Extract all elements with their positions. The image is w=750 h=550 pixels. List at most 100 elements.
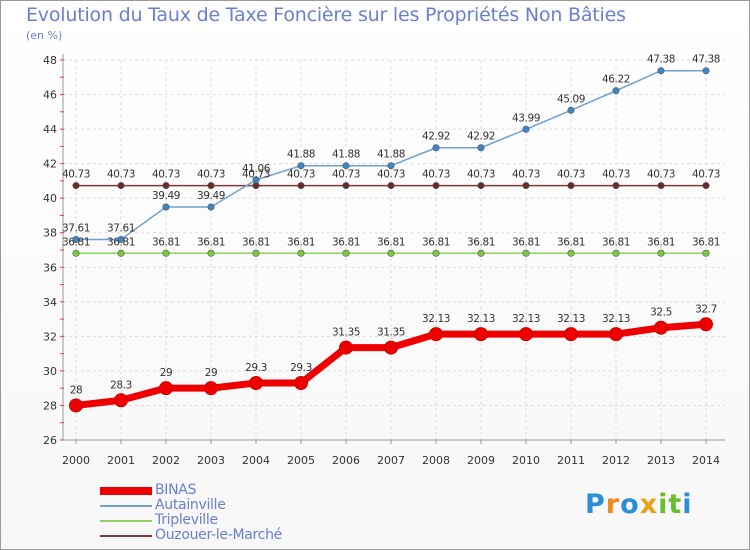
logo-letter: i	[658, 489, 669, 520]
y-tick-label: 30	[43, 365, 57, 378]
data-label: 36.81	[557, 236, 585, 248]
data-point	[432, 144, 440, 152]
data-point	[522, 249, 530, 257]
data-point	[702, 182, 710, 190]
data-point	[204, 381, 218, 396]
data-point	[72, 182, 80, 190]
data-point	[657, 67, 665, 75]
data-label: 36.81	[602, 236, 630, 248]
data-label: 41.88	[332, 149, 360, 161]
y-tick-label: 46	[43, 89, 57, 102]
data-label: 40.73	[242, 169, 270, 181]
legend-item-tripleville[interactable]: Tripleville	[100, 512, 360, 529]
legend-swatch-binas	[100, 487, 152, 495]
data-point	[477, 249, 485, 257]
data-point	[249, 376, 263, 390]
proxiti-logo: Proxiti	[585, 489, 693, 520]
data-label: 36.81	[692, 236, 720, 248]
data-point	[72, 249, 80, 257]
data-point	[162, 182, 170, 190]
data-label: 40.73	[287, 169, 315, 181]
data-point	[522, 182, 530, 190]
logo-letter: x	[639, 489, 659, 520]
logo-letter: t	[668, 489, 683, 520]
data-label: 28	[70, 384, 83, 396]
data-label: 28.3	[110, 379, 132, 391]
data-point	[699, 317, 713, 332]
legend-label: Autainville	[155, 497, 226, 513]
data-label: 29	[205, 367, 218, 379]
data-label: 36.81	[467, 236, 495, 248]
data-label: 32.13	[467, 313, 495, 325]
legend-item-binas[interactable]: BINAS	[100, 482, 360, 499]
data-point	[477, 144, 485, 152]
legend-item-ouzouer[interactable]: Ouzouer-le-Marché	[100, 527, 360, 544]
data-label: 32.13	[557, 313, 585, 325]
data-point	[114, 393, 128, 408]
y-tick-label: 38	[43, 227, 57, 240]
x-tick-label: 2005	[287, 454, 315, 467]
data-point	[612, 249, 620, 257]
data-label: 36.81	[107, 236, 135, 248]
data-label: 45.09	[557, 93, 585, 105]
data-point	[432, 182, 440, 190]
x-tick-label: 2012	[602, 454, 630, 467]
data-label: 40.73	[512, 169, 540, 181]
x-tick-label: 2003	[197, 454, 225, 467]
data-label: 32.13	[512, 313, 540, 325]
data-point	[117, 182, 125, 190]
legend-swatch-ouzouer	[100, 535, 152, 537]
data-label: 40.73	[197, 169, 225, 181]
data-point	[342, 249, 350, 257]
y-tick-label: 32	[43, 330, 57, 343]
data-label: 32.5	[650, 307, 672, 319]
x-tick-label: 2007	[377, 454, 405, 467]
data-label: 46.22	[602, 74, 630, 86]
data-label: 41.88	[377, 149, 405, 161]
data-label: 41.06	[242, 163, 271, 175]
data-label: 36.81	[152, 236, 180, 248]
data-label: 31.35	[377, 327, 405, 339]
data-point	[477, 182, 485, 190]
legend-item-autainville[interactable]: Autainville	[100, 497, 360, 514]
data-label: 36.81	[62, 236, 90, 248]
legend-label: Ouzouer-le-Marché	[155, 527, 282, 543]
axis-layer: 26 28 30 32 34 36 38 40 42 44 46 48 2000 2001 2002 2003…	[43, 54, 725, 467]
data-label: 40.73	[152, 169, 180, 181]
data-label: 40.73	[62, 169, 90, 181]
data-label: 41.88	[287, 149, 315, 161]
logo-letter: r	[605, 489, 621, 520]
data-point	[474, 327, 488, 342]
data-point	[207, 249, 215, 257]
data-point	[297, 162, 305, 170]
data-label: 36.81	[377, 236, 405, 248]
data-label: 39.49	[152, 190, 180, 202]
data-label: 36.81	[197, 236, 225, 248]
data-point	[654, 320, 668, 335]
data-label: 29	[160, 367, 173, 379]
data-label: 36.81	[647, 236, 675, 248]
data-label: 40.73	[602, 169, 630, 181]
data-label: 47.38	[692, 54, 720, 66]
data-point	[342, 162, 350, 170]
data-label: 36.81	[242, 236, 270, 248]
data-label: 42.92	[467, 131, 495, 143]
legend-swatch-tripleville	[100, 520, 152, 522]
data-label: 39.49	[197, 190, 225, 202]
legend: BINAS Autainville Tripleville Ouzouer-le…	[100, 482, 360, 544]
data-point	[432, 249, 440, 257]
data-point	[69, 398, 83, 413]
x-tick-label: 2004	[242, 454, 270, 467]
data-label: 31.35	[332, 327, 360, 339]
data-point	[612, 182, 620, 190]
data-point	[387, 249, 395, 257]
data-label: 36.81	[287, 236, 315, 248]
data-point	[117, 249, 125, 257]
data-point	[162, 203, 170, 211]
logo-letter: i	[682, 489, 693, 520]
data-point	[297, 182, 305, 190]
data-point	[702, 67, 710, 75]
data-label: 36.81	[332, 236, 360, 248]
